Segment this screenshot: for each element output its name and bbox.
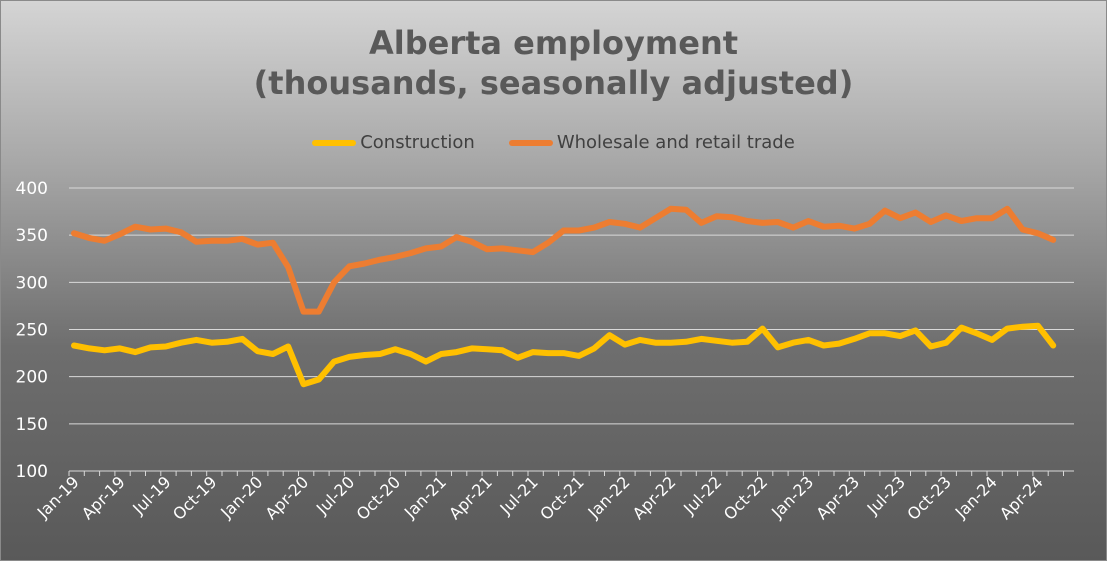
legend-swatch-construction — [312, 139, 357, 146]
y-tick-label: 150 — [16, 415, 48, 435]
x-tick-label: Apr-24 — [996, 472, 1047, 523]
chart-title: Alberta employment (thousands, seasonall… — [1, 23, 1106, 103]
legend-swatch-wholesale-retail — [508, 139, 553, 146]
x-tick-label: Jan-21 — [400, 472, 450, 522]
legend-item-wholesale-retail: Wholesale and retail trade — [508, 132, 795, 153]
chart-title-line-1: Alberta employment — [368, 24, 739, 62]
y-tick-label: 400 — [16, 179, 48, 199]
chart-title-line-2: (thousands, seasonally adjusted) — [253, 64, 854, 102]
y-tick-label: 300 — [16, 273, 48, 293]
x-tick-label: Apr-22 — [629, 472, 680, 523]
x-tick-label: Oct-21 — [536, 472, 587, 523]
x-tick-label: Jul-20 — [312, 472, 358, 518]
y-tick-label: 200 — [16, 368, 48, 388]
x-tick-label: Oct-20 — [353, 472, 404, 523]
x-tick-label: Jul-19 — [128, 472, 174, 518]
x-tick-label: Jan-23 — [767, 472, 817, 522]
x-tick-label: Jan-24 — [951, 472, 1001, 522]
x-tick-label: Oct-19 — [169, 472, 220, 523]
legend-item-construction: Construction — [312, 132, 475, 153]
chart-legend: Construction Wholesale and retail trade — [1, 132, 1106, 153]
series-line-wholesale-retail — [71, 205, 1057, 315]
legend-label-construction: Construction — [360, 132, 475, 153]
x-tick-label: Jan-22 — [584, 472, 634, 522]
y-tick-label: 100 — [16, 462, 48, 482]
x-tick-label: Jul-23 — [863, 472, 909, 518]
series-line-construction — [71, 322, 1057, 388]
x-tick-label: Jan-20 — [216, 472, 266, 522]
y-tick-label: 350 — [16, 226, 48, 246]
x-tick-label: Oct-23 — [903, 472, 954, 523]
y-tick-label: 250 — [16, 321, 48, 341]
x-tick-label: Oct-22 — [720, 472, 771, 523]
legend-label-wholesale-retail: Wholesale and retail trade — [556, 132, 795, 153]
x-tick-label: Jul-21 — [496, 472, 542, 518]
x-tick-label: Apr-23 — [812, 472, 863, 523]
x-tick-label: Apr-21 — [445, 472, 496, 523]
x-tick-label: Apr-19 — [78, 472, 129, 523]
x-tick-label: Apr-20 — [262, 472, 313, 523]
x-tick-label: Jul-22 — [679, 472, 725, 518]
